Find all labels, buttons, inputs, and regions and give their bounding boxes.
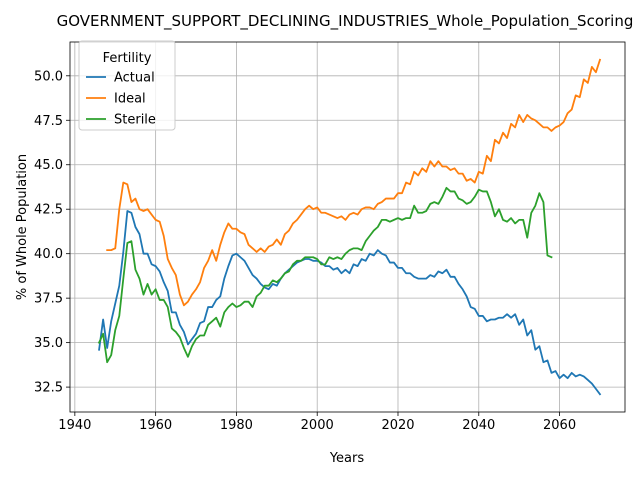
legend-label-actual: Actual (114, 71, 155, 86)
grid (70, 42, 625, 412)
x-tick-label: 1940 (58, 418, 91, 433)
x-axis-label: Years (329, 451, 365, 466)
y-tick-label: 45.0 (34, 158, 63, 173)
series-line-actual (98, 210, 602, 396)
legend: Fertility Actual Ideal Sterile (78, 40, 176, 131)
series-line-ideal (106, 58, 602, 307)
x-tick-label: 1980 (220, 418, 253, 433)
y-tick-label: 32.5 (34, 381, 63, 396)
legend-label-sterile: Sterile (114, 113, 156, 128)
legend-title: Fertility (103, 51, 152, 66)
x-tick-label: 2000 (301, 418, 334, 433)
x-tick-label: 1960 (139, 418, 172, 433)
x-tick-label: 2040 (462, 418, 495, 433)
axis-ticks: 1940 1960 1980 2000 2020 2040 2060 32.5 35.0 37.5… (34, 69, 576, 433)
y-tick-label: 37.5 (34, 292, 63, 307)
plot-area-frame (69, 41, 626, 413)
legend-label-ideal: Ideal (114, 92, 146, 107)
x-tick-label: 2060 (543, 418, 576, 433)
series-lines (97, 58, 602, 396)
x-tick-label: 2020 (381, 418, 414, 433)
y-tick-label: 47.5 (34, 114, 63, 129)
y-tick-label: 40.0 (34, 247, 63, 262)
y-tick-label: 42.5 (34, 203, 63, 218)
legend-entries: Actual Ideal Sterile (86, 71, 156, 128)
series-line-sterile (97, 186, 553, 364)
y-tick-label: 35.0 (34, 336, 63, 351)
legend-box (78, 40, 176, 131)
chart-title: GOVERNMENT_SUPPORT_DECLINING_INDUSTRIES_… (57, 12, 634, 31)
y-axis-label: % of Whole Population (15, 154, 30, 300)
y-tick-label: 50.0 (34, 69, 63, 84)
